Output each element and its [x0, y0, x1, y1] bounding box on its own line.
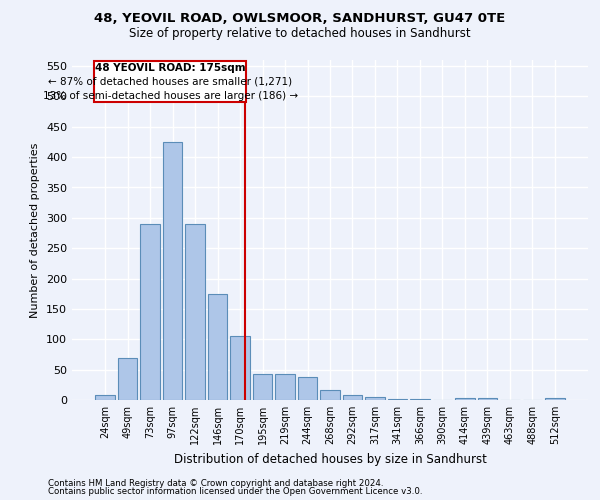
Bar	[95, 395, 115, 400]
Text: Contains HM Land Registry data © Crown copyright and database right 2024.: Contains HM Land Registry data © Crown c…	[48, 478, 383, 488]
Text: 13% of semi-detached houses are larger (186) →: 13% of semi-detached houses are larger (…	[43, 90, 298, 101]
Bar	[298, 377, 317, 400]
Bar	[208, 294, 227, 400]
X-axis label: Distribution of detached houses by size in Sandhurst: Distribution of detached houses by size …	[173, 452, 487, 466]
Bar	[365, 397, 385, 400]
Bar	[140, 224, 160, 400]
Bar	[230, 336, 250, 400]
Bar	[94, 61, 247, 102]
Text: Size of property relative to detached houses in Sandhurst: Size of property relative to detached ho…	[129, 28, 471, 40]
Bar	[163, 142, 182, 400]
Bar	[253, 374, 272, 400]
Text: 48 YEOVIL ROAD: 175sqm: 48 YEOVIL ROAD: 175sqm	[95, 63, 245, 73]
Bar	[545, 398, 565, 400]
Bar	[118, 358, 137, 400]
Bar	[410, 399, 430, 400]
Bar	[320, 390, 340, 400]
Bar	[275, 374, 295, 400]
Bar	[478, 398, 497, 400]
Text: 48, YEOVIL ROAD, OWLSMOOR, SANDHURST, GU47 0TE: 48, YEOVIL ROAD, OWLSMOOR, SANDHURST, GU…	[94, 12, 506, 26]
Bar	[343, 395, 362, 400]
Text: Contains public sector information licensed under the Open Government Licence v3: Contains public sector information licen…	[48, 487, 422, 496]
Text: ← 87% of detached houses are smaller (1,271): ← 87% of detached houses are smaller (1,…	[48, 77, 292, 87]
Bar	[185, 224, 205, 400]
Y-axis label: Number of detached properties: Number of detached properties	[31, 142, 40, 318]
Bar	[455, 398, 475, 400]
Bar	[388, 399, 407, 400]
